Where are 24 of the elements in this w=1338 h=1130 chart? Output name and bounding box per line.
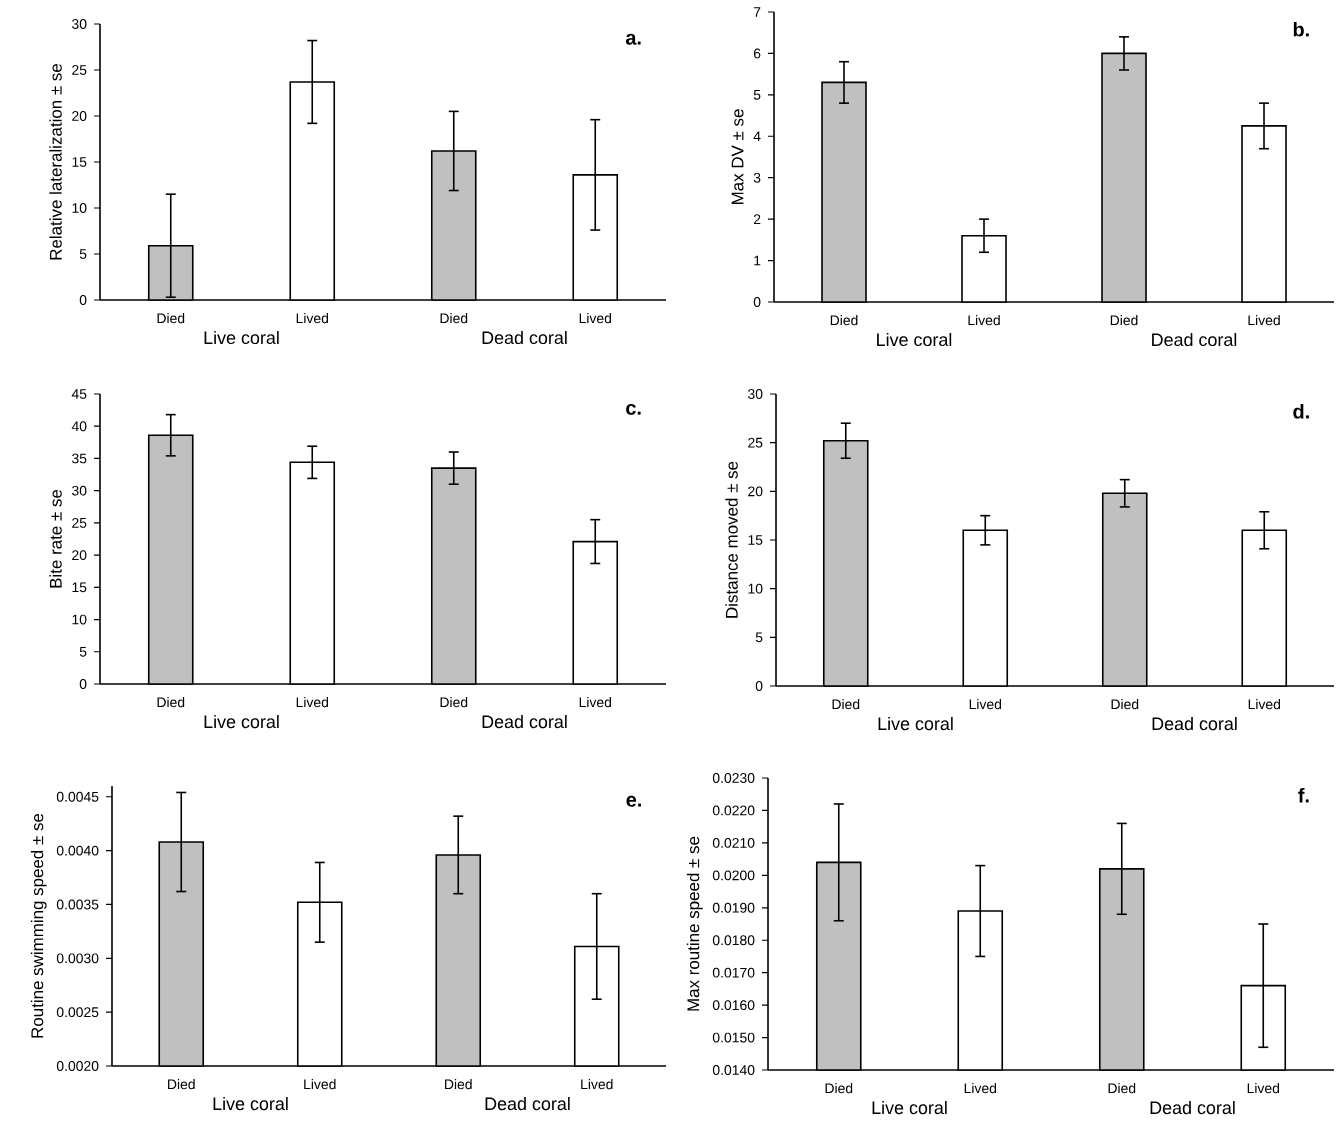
chart-title: d. [1293,403,1309,419]
y-axis-title: Distance moved ± se [725,461,738,618]
text: Dead coral [482,330,567,345]
text: Live coral [878,716,953,731]
y-axis-title: Max DV ± se [731,109,744,205]
chart-title: e. [626,795,641,807]
text: Live coral [204,714,279,729]
text: Dead coral [482,714,567,729]
text: Dead coral [1152,332,1237,347]
chart-title: b. [1293,21,1309,37]
y-axis-title: Relative lateralization ± se [49,64,62,260]
chart-title: a. [625,33,641,45]
y-axis-title: Bite rate ± se [49,489,62,588]
text: Dead coral [1150,1100,1235,1115]
y-axis-title: Max routine speed ± se [686,836,703,1011]
text: Live coral [204,330,279,345]
text: Live coral [877,332,952,347]
chart-title: c. [626,403,641,415]
text: Dead coral [485,1096,570,1111]
text: Live coral [213,1096,288,1111]
chart-title: f. [1298,787,1309,803]
text: Dead coral [1152,716,1237,731]
y-axis-title: Routine swimming speed ± se [30,813,47,1038]
text: Live coral [872,1100,947,1115]
